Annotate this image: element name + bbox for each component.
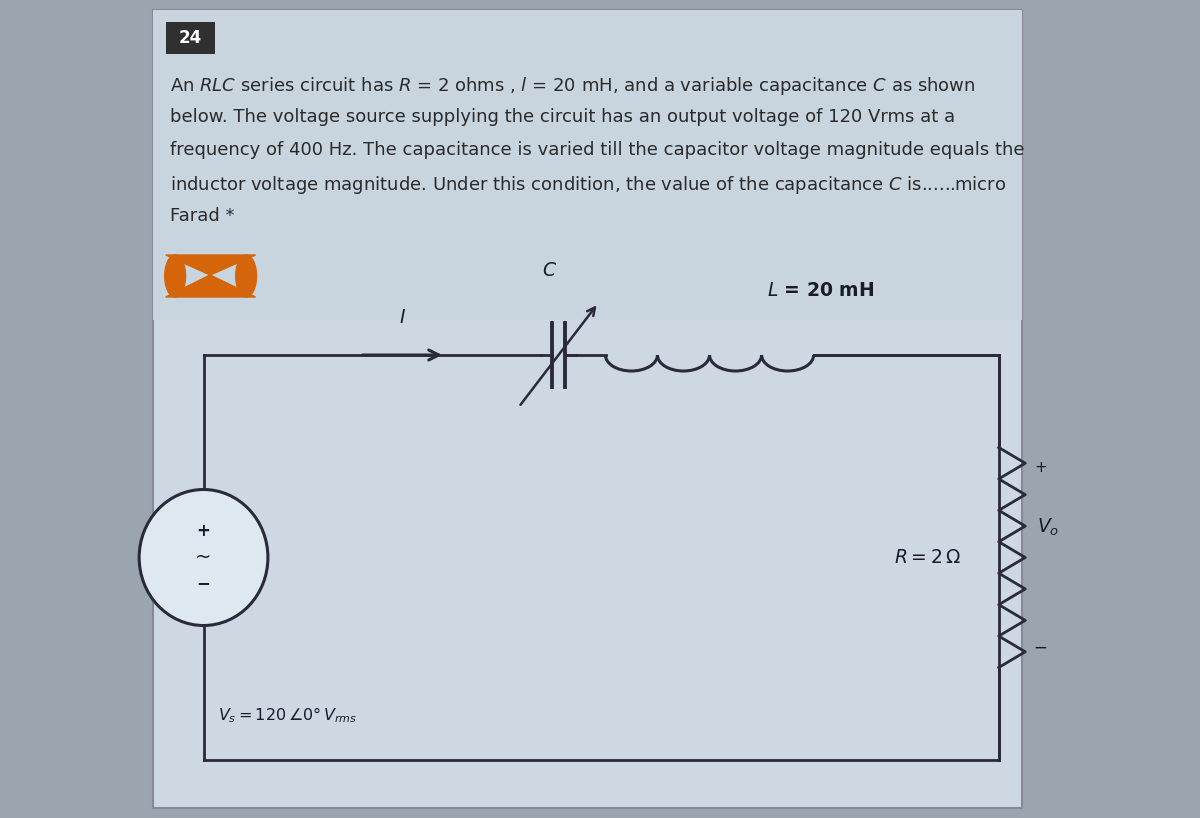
Text: below. The voltage source supplying the circuit has an output voltage of 120 Vrm: below. The voltage source supplying the … (170, 108, 955, 126)
Text: Farad *: Farad * (170, 207, 235, 225)
Text: frequency of 400 Hz. The capacitance is varied till the capacitor voltage magnit: frequency of 400 Hz. The capacitance is … (170, 141, 1025, 159)
Text: $V_o$: $V_o$ (1037, 517, 1058, 538)
Bar (154, 10, 1022, 808)
Text: $C$: $C$ (541, 261, 557, 280)
Text: 24: 24 (179, 29, 202, 47)
Ellipse shape (164, 255, 186, 297)
Text: −: − (1033, 639, 1048, 657)
Text: −: − (197, 574, 210, 592)
Text: An $RLC$ series circuit has $R$ = 2 ohms , $l$ = 20 mH, and a variable capacitan: An $RLC$ series circuit has $R$ = 2 ohms… (170, 75, 976, 97)
Text: $R=2\,\Omega$: $R=2\,\Omega$ (894, 548, 961, 567)
Text: $L$ = 20 mH: $L$ = 20 mH (767, 281, 874, 300)
Polygon shape (166, 275, 256, 297)
Text: $V_s = 120\,\angle 0°\,V_{rms}$: $V_s = 120\,\angle 0°\,V_{rms}$ (217, 705, 356, 725)
Text: $I$: $I$ (398, 308, 406, 327)
Text: inductor voltage magnitude. Under this condition, the value of the capacitance $: inductor voltage magnitude. Under this c… (170, 174, 1007, 196)
Ellipse shape (235, 255, 257, 297)
Text: +: + (1034, 460, 1046, 475)
Bar (154, 10, 1022, 320)
Polygon shape (166, 255, 256, 275)
Text: ~: ~ (196, 548, 211, 567)
Circle shape (139, 489, 268, 626)
Bar (166, 22, 215, 54)
Text: +: + (197, 523, 210, 541)
